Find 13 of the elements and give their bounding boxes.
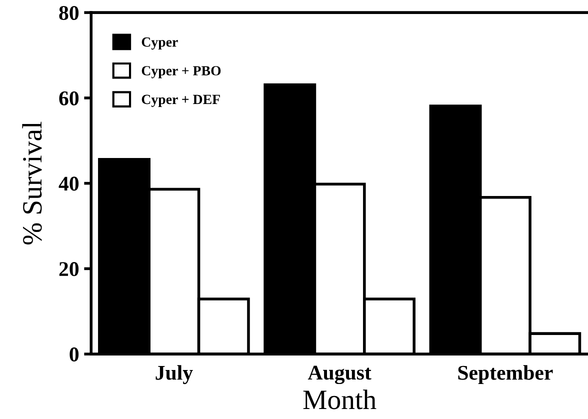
x-tick-label: September [458,365,553,384]
y-tick-label: 40 [58,176,79,191]
x-tick-label: August [308,366,372,384]
y-tick-label: 60 [59,91,79,106]
legend-label: Cyper + PBO [142,66,221,78]
x-axis-title: Month [303,390,376,410]
y-axis-title: % Survival [22,122,42,244]
legend-label: Cyper + DEF [142,94,220,107]
y-tick-label: 0 [70,347,79,362]
x-tick-label: July [156,365,193,384]
legend-label: Cyper [142,37,178,50]
y-tick-label: 20 [59,262,79,276]
y-tick-label: 80 [59,6,79,20]
